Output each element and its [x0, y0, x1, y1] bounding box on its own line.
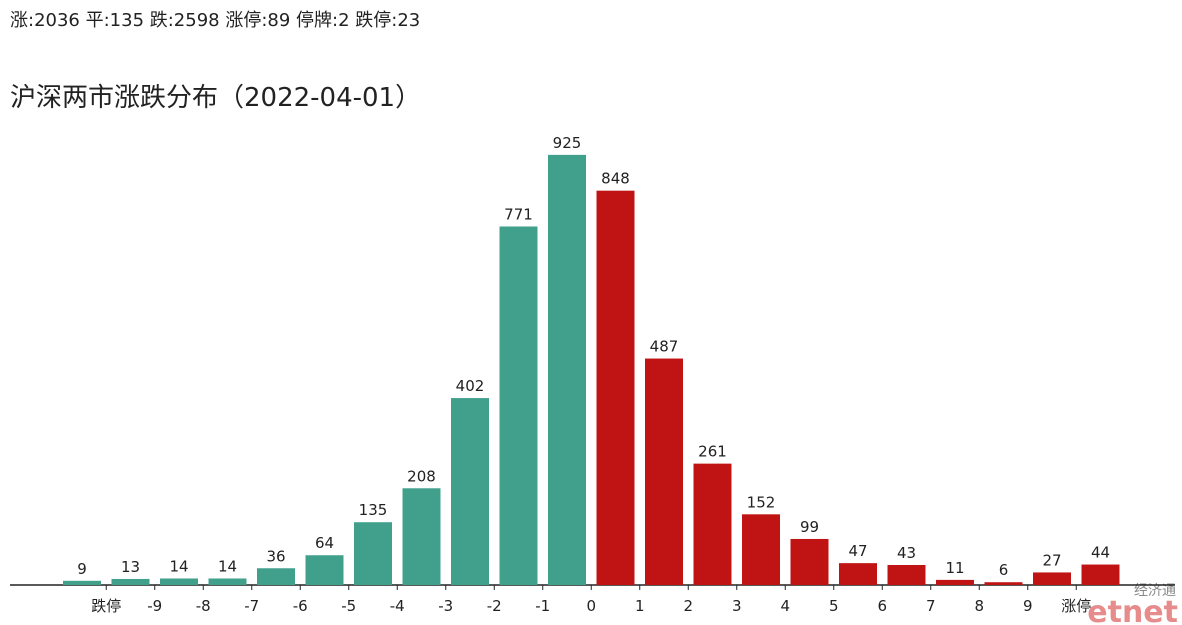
value-label: 27 [1042, 551, 1061, 569]
value-label: 208 [407, 467, 436, 485]
bar [887, 565, 926, 585]
bar [111, 578, 150, 585]
x-tick-label: 3 [732, 597, 742, 615]
value-label: 6 [999, 561, 1009, 579]
watermark: 经济通 [1134, 583, 1176, 599]
value-label: 14 [169, 557, 188, 575]
x-tick-label: 9 [1023, 597, 1033, 615]
x-tick-label: -7 [244, 597, 259, 615]
value-label: 99 [800, 518, 819, 536]
x-tick-label: -9 [147, 597, 162, 615]
bar [984, 582, 1023, 585]
bar [257, 568, 295, 585]
bar [596, 190, 635, 585]
value-label: 14 [218, 557, 237, 575]
value-label: 771 [504, 205, 533, 223]
value-label: 13 [121, 558, 140, 576]
bar [742, 514, 780, 585]
x-tick-label: 1 [635, 597, 645, 615]
value-label: 36 [266, 547, 285, 565]
bar [1081, 564, 1120, 585]
x-tick-label: 跌停 [91, 597, 121, 615]
bar [839, 563, 877, 585]
bar [402, 488, 441, 585]
value-label: 47 [848, 542, 867, 560]
value-label: 9 [77, 560, 87, 578]
value-label: 261 [698, 443, 727, 461]
x-tick-label: 7 [926, 597, 936, 615]
x-tick-label: -3 [438, 597, 453, 615]
x-tick-label: -4 [390, 597, 405, 615]
bar [1033, 572, 1071, 585]
bar [354, 522, 392, 585]
summary: 涨:2036 平:135 跌:2598 涨停:89 停牌:2 跌停:23 [10, 10, 420, 31]
value-label: 64 [315, 534, 334, 552]
x-tick-label: 4 [780, 597, 790, 615]
bar [305, 555, 344, 585]
value-label: 135 [359, 501, 388, 519]
value-label: 925 [553, 134, 582, 152]
value-label: 43 [897, 544, 916, 562]
x-tick-label: -2 [487, 597, 502, 615]
x-tick-label: 5 [829, 597, 839, 615]
x-tick-label: -5 [341, 597, 356, 615]
bar [63, 580, 101, 585]
x-tick-label: -1 [535, 597, 550, 615]
bar [499, 226, 538, 586]
x-tick-label: 0 [586, 597, 596, 615]
bar [208, 578, 247, 585]
value-label: 44 [1091, 544, 1110, 562]
x-tick-label: -8 [196, 597, 211, 615]
x-tick-label: 6 [877, 597, 887, 615]
x-tick-label: 2 [683, 597, 693, 615]
bar [790, 538, 829, 585]
bar [936, 579, 974, 585]
value-label: 487 [650, 338, 679, 356]
watermark: etnet [1087, 595, 1178, 625]
x-tick-label: 涨停 [1061, 597, 1091, 615]
bar [645, 358, 683, 585]
value-label: 848 [601, 170, 630, 188]
value-label: 152 [747, 493, 776, 511]
value-label: 402 [456, 377, 485, 395]
bar [451, 398, 489, 585]
value-label: 11 [945, 559, 964, 577]
x-tick-label: 8 [974, 597, 984, 615]
x-tick-label: -6 [293, 597, 308, 615]
bar [160, 578, 198, 585]
bar [693, 463, 732, 585]
bar [548, 154, 586, 585]
chart-title: 沪深两市涨跌分布（2022-04-01） [10, 83, 421, 113]
